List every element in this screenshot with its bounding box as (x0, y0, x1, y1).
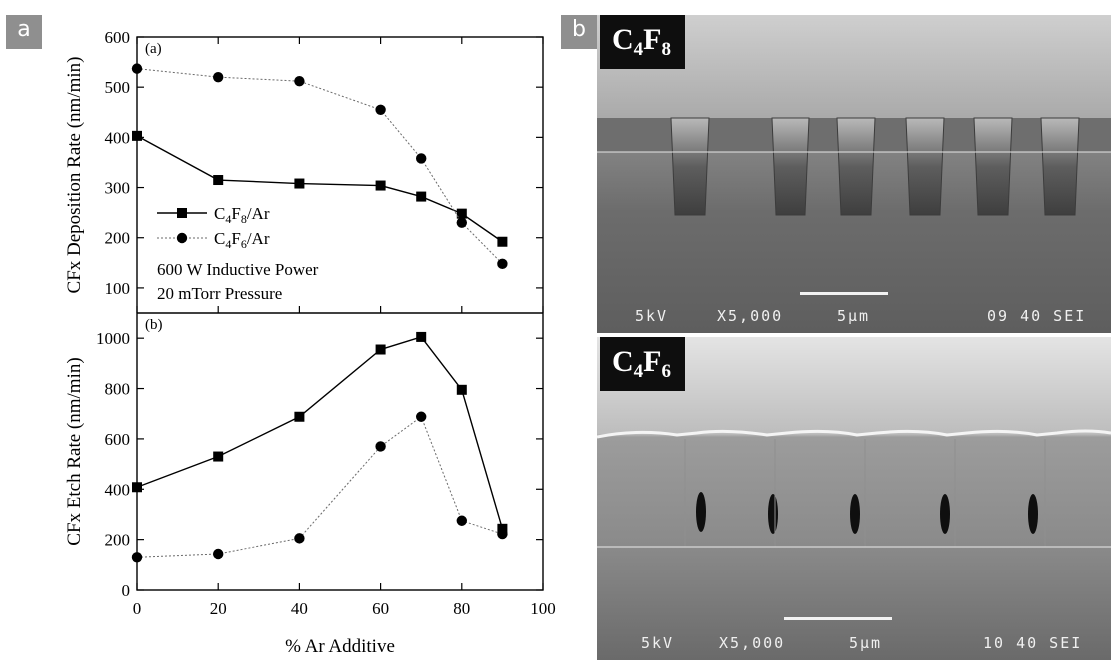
annotation-text: 20 mTorr Pressure (157, 284, 282, 303)
data-point-circle (213, 548, 224, 560)
data-point-square (132, 130, 142, 141)
x-tick-label: 40 (291, 599, 308, 618)
legend-label-part: F (231, 204, 240, 223)
sem-image-bottom: C4F6 5kV X5,000 5µm 10 40 SEI (597, 337, 1111, 660)
x-axis-label: % Ar Additive (285, 636, 395, 657)
y-tick-label: 600 (105, 430, 131, 449)
legend-label-part: F (231, 229, 240, 248)
data-point-square (456, 384, 467, 395)
y-tick-label: 600 (105, 28, 131, 47)
data-point-square (294, 411, 305, 422)
series-line-c4f8 (136, 135, 503, 243)
y-tick-label: 400 (105, 480, 131, 499)
annotation-text: 600 W Inductive Power (157, 260, 319, 279)
data-point-square (497, 236, 508, 247)
y-tick-label: 200 (105, 531, 131, 550)
data-point-circle (294, 533, 305, 544)
series-line-c4f6 (136, 415, 503, 558)
data-point-square (294, 178, 305, 189)
y-tick-label: 200 (105, 229, 131, 248)
data-point-circle (213, 71, 224, 83)
legend-label: C4F8/Ar (214, 204, 270, 226)
sem-info-bar: 5kV X5,000 5µm 09 40 SEI (597, 303, 1111, 333)
y-axis-label: CFx Etch Rate (nm/min) (64, 357, 85, 545)
legend-label-part: /Ar (247, 204, 270, 223)
data-point-circle (416, 411, 427, 422)
y-axis-label: CFx Deposition Rate (nm/min) (64, 57, 85, 294)
x-tick-label: 60 (372, 599, 389, 618)
sem-frame-info: 09 40 SEI (987, 307, 1087, 325)
panel-a-tag: a (6, 15, 42, 49)
y-tick-label: 800 (105, 380, 131, 399)
sem-image-top: C4F8 5kV X5,000 5µm 09 40 SEI (597, 15, 1111, 333)
sem-magnification: X5,000 (719, 634, 786, 652)
scale-bar (784, 617, 892, 620)
data-point-circle (375, 104, 386, 115)
panel-label: (b) (145, 317, 163, 333)
x-tick-label: 80 (453, 599, 470, 618)
data-point-circle (375, 441, 386, 452)
x-tick-label: 100 (530, 599, 556, 618)
data-point-square (375, 180, 386, 191)
data-point-square (497, 523, 508, 534)
legend-label-part: C (214, 204, 225, 223)
legend-marker-square (177, 208, 187, 218)
legend-label-part: 4 (225, 212, 231, 226)
data-point-circle (456, 515, 467, 526)
data-point-square (456, 208, 467, 219)
sem-frame-info: 10 40 SEI (983, 634, 1083, 652)
y-tick-label: 500 (105, 78, 131, 97)
data-point-circle (456, 217, 467, 228)
sem-info-bar: 5kV X5,000 5µm 10 40 SEI (597, 630, 1111, 660)
panel-label: (a) (145, 41, 162, 57)
legend-marker-circle (176, 232, 188, 244)
data-point-square (416, 331, 427, 342)
sem-voltage: 5kV (635, 307, 669, 325)
series-line-c4f8 (136, 336, 504, 530)
sem-label-c4f8: C4F8 (600, 15, 685, 69)
data-point-square (416, 191, 427, 202)
y-tick-label: 0 (122, 581, 131, 600)
data-point-square (213, 175, 224, 186)
sem-voltage: 5kV (641, 634, 675, 652)
data-point-square (213, 451, 224, 462)
data-point-square (375, 344, 386, 355)
data-point-circle (294, 75, 305, 87)
sem-magnification: X5,000 (717, 307, 784, 325)
y-tick-label: 1000 (96, 329, 130, 348)
legend-label-part: /Ar (247, 229, 270, 248)
scale-bar (800, 292, 888, 295)
legend-label-part: 4 (225, 237, 231, 251)
sem-label-c4f6: C4F6 (600, 337, 685, 391)
y-tick-label: 100 (105, 279, 131, 298)
data-point-circle (416, 153, 427, 164)
data-point-square (132, 482, 142, 493)
panel-b-tag: b (561, 15, 597, 49)
x-tick-label: 0 (133, 599, 142, 618)
legend-label-part: 6 (241, 237, 247, 251)
legend-label-part: C (214, 229, 225, 248)
x-tick-label: 20 (210, 599, 227, 618)
data-point-circle (497, 528, 508, 540)
y-tick-label: 300 (105, 179, 131, 198)
y-tick-label: 400 (105, 128, 131, 147)
data-point-circle (131, 552, 143, 563)
data-point-circle (131, 63, 143, 74)
sem-scale-label: 5µm (837, 307, 871, 325)
legend-label: C4F6/Ar (214, 229, 270, 251)
sem-scale-label: 5µm (849, 634, 883, 652)
data-point-circle (497, 258, 508, 270)
legend-label-part: 8 (241, 212, 247, 226)
